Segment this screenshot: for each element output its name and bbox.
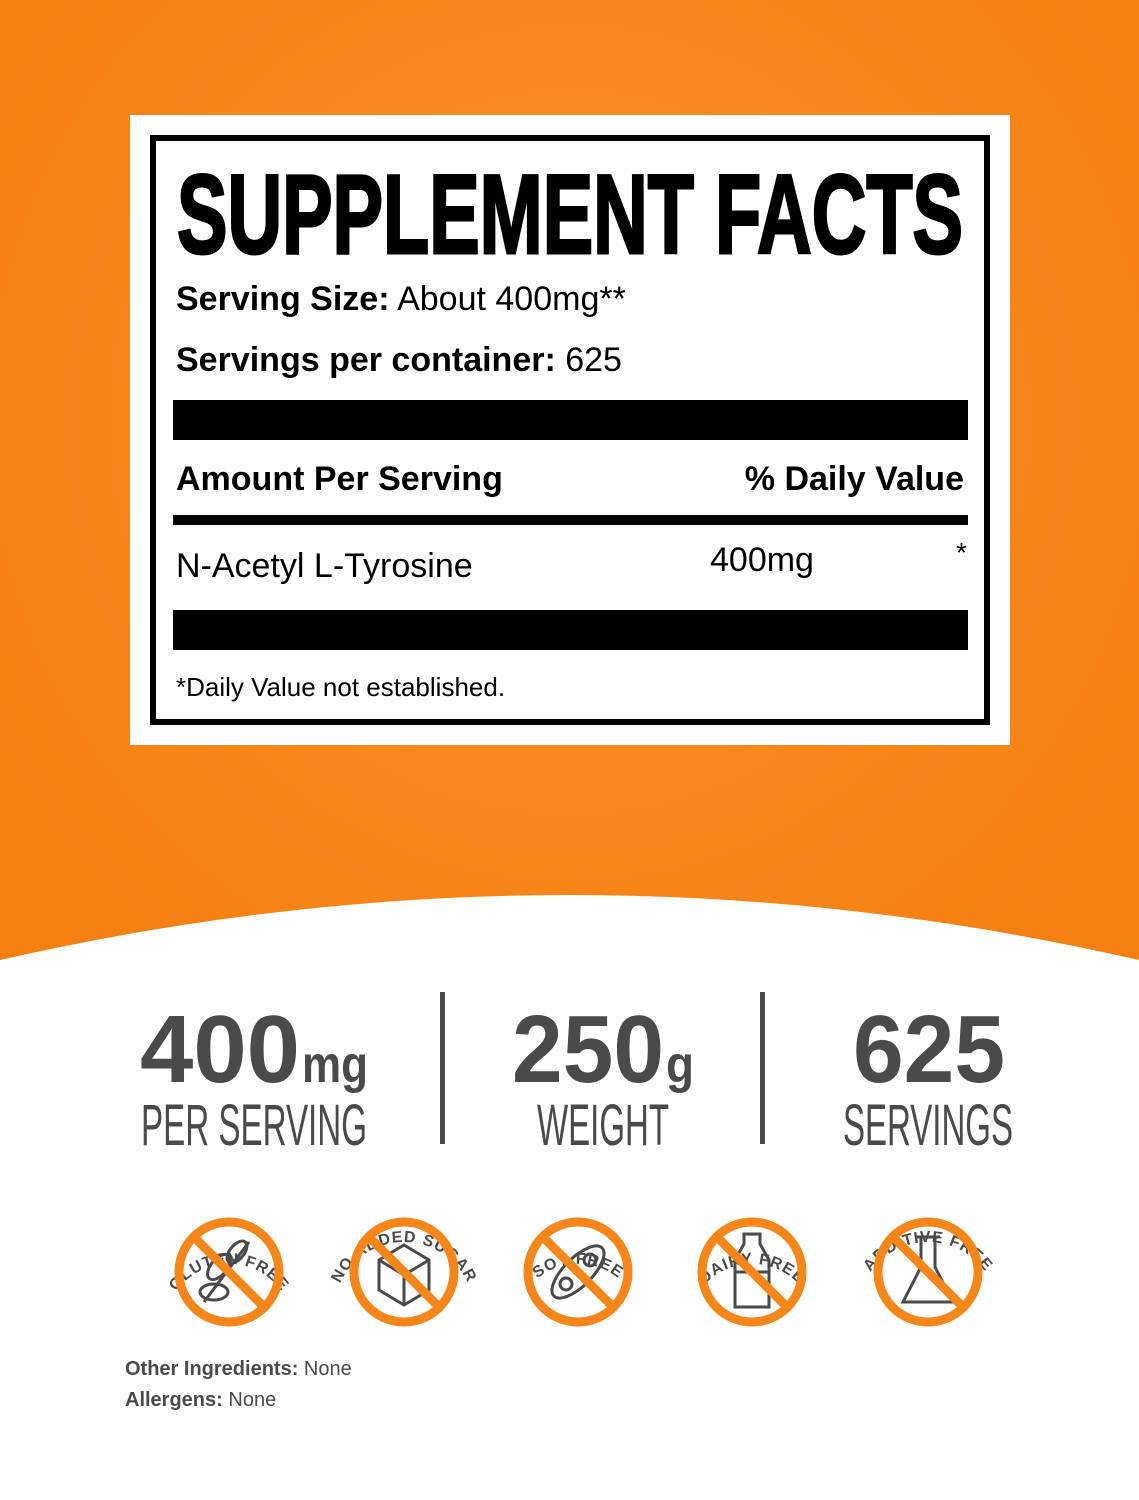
thick-divider [173, 400, 968, 440]
badges-row: GLUTEN FREE NO ADDED SUGAR SOY FREE DAIR… [166, 1217, 995, 1327]
badge-soy-free: SOY FREE [523, 1217, 633, 1327]
svg-text:SERVINGS: SERVINGS [843, 1093, 1013, 1150]
thick-divider [173, 610, 968, 650]
svg-text:SUPPLEMENT FACTS: SUPPLEMENT FACTS [177, 155, 963, 260]
ingredient-amount: 400mg [710, 541, 814, 579]
svg-text:PER SERVING: PER SERVING [141, 1093, 367, 1150]
servings-value: 625 [565, 341, 622, 379]
serving-size-label: Serving Size: [176, 280, 390, 318]
facts-border [150, 135, 990, 725]
stat-per-serving: 400 mg PER SERVING [140, 996, 368, 1150]
ingredient-name: N-Acetyl L-Tyrosine [176, 547, 473, 585]
medium-divider [173, 515, 968, 525]
dv-header: % Daily Value [744, 460, 964, 498]
svg-text:400: 400 [140, 996, 300, 1103]
allergens: Allergens: None [125, 1389, 277, 1411]
amount-header: Amount Per Serving [176, 460, 503, 498]
ingredient-dv: * [956, 537, 967, 568]
badge-gluten-free: GLUTEN FREE [166, 1217, 291, 1327]
stat-divider [440, 992, 445, 1144]
svg-text:250: 250 [512, 996, 664, 1103]
serving-size-value: About 400mg** [397, 280, 626, 318]
svg-text:WEIGHT: WEIGHT [537, 1093, 669, 1150]
svg-text:mg: mg [302, 1036, 368, 1094]
footnote: *Daily Value not established. [176, 672, 506, 702]
stats-row: 400 mg PER SERVING 250 g WEIGHT 625 SERV… [140, 996, 1013, 1150]
svg-text:g: g [666, 1036, 694, 1094]
servings-label: Servings per container: [176, 341, 556, 379]
supplement-facts-panel: SUPPLEMENT FACTS Serving Size: About 400… [130, 115, 1010, 745]
stat-weight: 250 g WEIGHT [512, 996, 694, 1150]
badge-dairy-free: DAIRY FREE [696, 1217, 807, 1327]
badge-additive-free: ADDITIVE FREE [860, 1217, 995, 1327]
badge-no-added-sugar: NO ADDED SUGAR [328, 1217, 479, 1327]
other-ingredients: Other Ingredients: None [125, 1358, 352, 1380]
stat-servings: 625 SERVINGS [843, 996, 1013, 1150]
svg-text:625: 625 [853, 996, 1005, 1103]
facts-title: SUPPLEMENT FACTS [176, 155, 965, 260]
stat-divider [760, 992, 765, 1144]
